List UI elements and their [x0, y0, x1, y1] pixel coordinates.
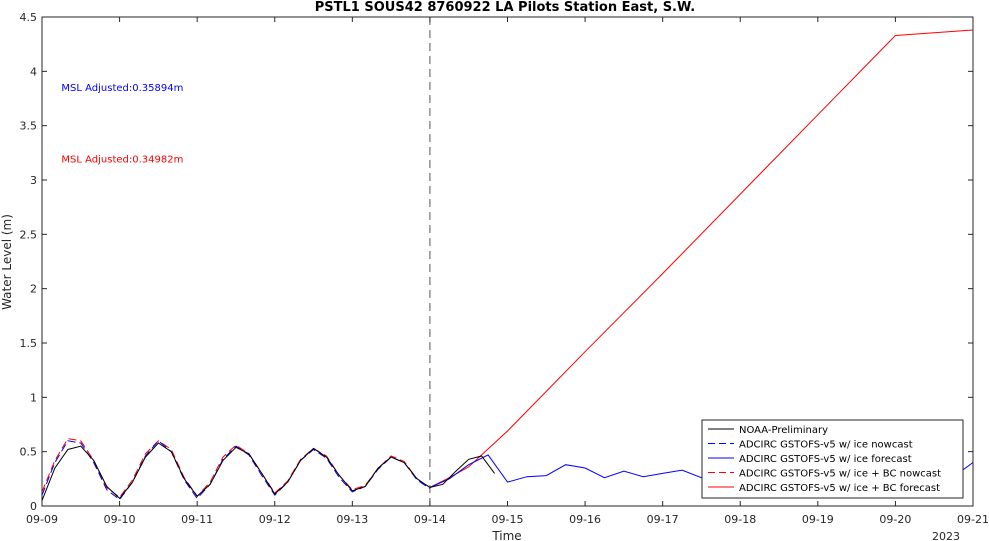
- x-tick-label: 09-18: [724, 513, 756, 526]
- legend-label-adcirc-gstofs-v5-w-ice-forecast: ADCIRC GSTOFS-v5 w/ ice forecast: [739, 454, 912, 465]
- x-tick-label: 09-15: [492, 513, 524, 526]
- x-tick-label: 09-09: [26, 513, 58, 526]
- x-tick-label: 09-16: [569, 513, 601, 526]
- series-line-noaa-preliminary: [41, 442, 496, 501]
- y-tick-label: 1: [30, 391, 37, 404]
- x-tick-label: 09-21: [957, 513, 989, 526]
- ticks-layer: 09-09 09-10 09-11 09-12 09-13 09-14 09-15 09-16…: [20, 11, 989, 526]
- chart-title: PSTL1 SOUS42 8760922 LA Pilots Station E…: [315, 0, 695, 15]
- x-tick-label: 09-11: [181, 513, 213, 526]
- x-tick-label: 09-14: [414, 513, 446, 526]
- series-line-adcirc-gstofs-v5-w-ice-bc-nowcast: [41, 438, 431, 499]
- y-tick-label: 0.5: [20, 446, 38, 459]
- y-axis-label: Water Level (m): [0, 214, 14, 310]
- x-tick-label: 09-17: [647, 513, 679, 526]
- x-tick-label: 09-10: [104, 513, 136, 526]
- y-tick-label: 2.5: [20, 228, 38, 241]
- y-tick-label: 1.5: [20, 337, 38, 350]
- y-tick-label: 0: [30, 500, 37, 513]
- legend-box: [701, 419, 964, 499]
- x-tick-label: 09-20: [879, 513, 911, 526]
- msl-annotation-2: MSL Adjusted:0.34982m: [61, 155, 183, 166]
- y-tick-label: 3.5: [20, 120, 38, 133]
- legend-label-noaa-preliminary: NOAA-Preliminary: [739, 425, 828, 436]
- legend-label-adcirc-gstofs-v5-w-ice-bc-nowcast: ADCIRC GSTOFS-v5 w/ ice + BC nowcast: [739, 469, 941, 480]
- x-tick-label: 09-19: [802, 513, 834, 526]
- y-tick-label: 3: [30, 174, 37, 187]
- y-tick-label: 4: [30, 65, 37, 78]
- x-axis-label: Time: [491, 529, 521, 541]
- x-tick-label: 09-13: [336, 513, 368, 526]
- legend: NOAA-Preliminary ADCIRC GSTOFS-v5 w/ ice …: [701, 419, 964, 499]
- legend-label-adcirc-gstofs-v5-w-ice-nowcast: ADCIRC GSTOFS-v5 w/ ice nowcast: [739, 440, 913, 451]
- msl-annotation-1: MSL Adjusted:0.35894m: [61, 83, 183, 94]
- legend-label-adcirc-gstofs-v5-w-ice-bc-forecast: ADCIRC GSTOFS-v5 w/ ice + BC forecast: [739, 483, 940, 494]
- annotations-layer: MSL Adjusted:0.35894m MSL Adjusted:0.3498…: [61, 83, 183, 166]
- x-tick-label: 09-12: [259, 513, 291, 526]
- y-tick-label: 4.5: [20, 11, 38, 24]
- x-axis-year-label: 2023: [932, 530, 960, 541]
- y-tick-label: 2: [30, 283, 37, 296]
